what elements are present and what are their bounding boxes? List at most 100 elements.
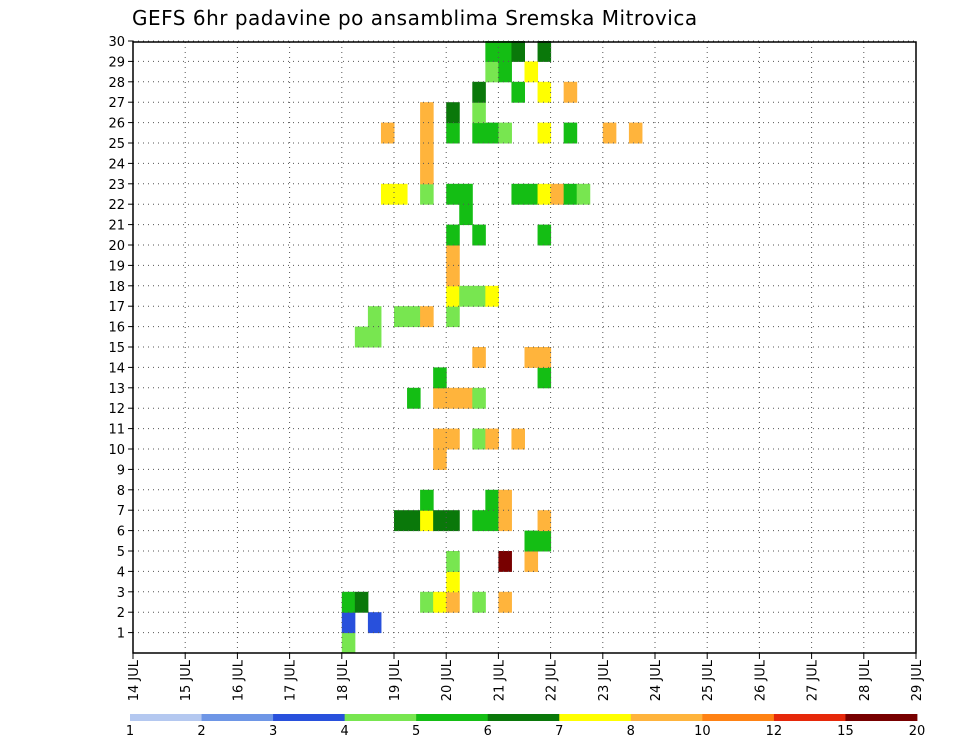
- heatmap-cell: [472, 387, 486, 409]
- heatmap-cell: [407, 306, 421, 328]
- x-tick-label: 20 JUL: [440, 659, 455, 701]
- heatmap-cell: [537, 367, 552, 389]
- colorbar-label: 5: [412, 724, 420, 739]
- heatmap-cell: [341, 632, 356, 654]
- heatmap-cell: [563, 81, 578, 103]
- heatmap-cell: [420, 122, 434, 144]
- y-tick-label: 7: [117, 504, 125, 519]
- heatmap-cell: [563, 122, 578, 144]
- x-tick-label: 23 JUL: [597, 659, 612, 701]
- heatmap-cell: [420, 183, 434, 205]
- heatmap-cell: [524, 61, 539, 83]
- colorbar-swatch: [773, 714, 846, 721]
- heatmap-cell: [485, 510, 499, 532]
- y-tick-label: 6: [117, 525, 125, 540]
- y-tick-label: 23: [108, 178, 125, 193]
- heatmap-cell: [472, 122, 486, 144]
- heatmap-cell: [498, 122, 512, 144]
- heatmap-cell: [407, 510, 421, 532]
- x-tick-label: 29 JUL: [910, 659, 925, 701]
- heatmap-cell: [472, 347, 486, 368]
- heatmap-cell: [420, 306, 434, 328]
- y-tick-label: 30: [108, 35, 125, 50]
- colorbar-label: 4: [340, 724, 348, 739]
- heatmap-cell: [459, 204, 473, 226]
- y-tick-label: 26: [108, 117, 125, 132]
- x-tick-label: 18 JUL: [336, 659, 351, 701]
- heatmap-cell: [485, 61, 499, 83]
- y-tick-label: 8: [117, 484, 125, 499]
- heatmap-cell: [563, 183, 578, 205]
- heatmap-cell: [380, 122, 395, 144]
- y-tick-label: 18: [108, 280, 125, 295]
- y-tick-label: 3: [117, 586, 125, 601]
- heatmap-cell: [420, 489, 434, 511]
- y-tick-label: 11: [108, 423, 125, 438]
- heatmap-cell: [485, 428, 499, 450]
- heatmap-cell: [446, 285, 460, 307]
- x-tick-label: 26 JUL: [753, 659, 768, 701]
- x-tick-label: 25 JUL: [701, 659, 716, 701]
- x-tick-label: 22 JUL: [545, 659, 560, 701]
- colorbar-swatch: [273, 714, 346, 721]
- x-tick-label: 28 JUL: [858, 659, 873, 701]
- x-tick-labels: 14 JUL 15 JUL 16 JUL 17 JUL 18 JUL 19 JUL 20 J…: [127, 653, 925, 701]
- colorbar-swatch: [559, 714, 632, 721]
- heatmap-cell: [433, 367, 447, 389]
- heatmap-cell: [498, 510, 512, 532]
- heatmap-cell: [472, 591, 486, 613]
- x-tick-label: 17 JUL: [284, 659, 299, 701]
- y-tick-label: 5: [117, 545, 125, 560]
- colorbar-label: 2: [197, 724, 205, 739]
- y-tick-label: 15: [108, 341, 125, 356]
- heatmap-cell: [537, 347, 552, 368]
- x-tick-label: 15 JUL: [179, 659, 194, 701]
- heatmap-cell: [433, 591, 447, 613]
- heatmap-cell: [537, 530, 552, 552]
- colorbar: 1 2 3 4 5 6 7 8 10 12 15 20: [126, 714, 925, 739]
- heatmap-cell: [446, 245, 460, 266]
- heatmap-cell: [420, 510, 434, 532]
- colorbar-swatch: [201, 714, 274, 721]
- heatmap-cell: [537, 81, 552, 103]
- heatmap-cell: [485, 285, 499, 307]
- heatmap-cell: [433, 449, 447, 470]
- y-tick-label: 16: [108, 321, 125, 336]
- y-tick-label: 27: [108, 96, 125, 111]
- colorbar-label: 20: [909, 724, 926, 739]
- heatmap-cell: [446, 551, 460, 572]
- heatmap-cell: [394, 183, 408, 205]
- colorbar-swatch: [344, 714, 417, 721]
- y-tick-label: 20: [108, 239, 125, 254]
- heatmap-cell: [446, 306, 460, 328]
- heatmap-cell: [511, 428, 525, 450]
- y-tick-labels: 1234567891011121314151617181920212223242…: [108, 35, 133, 642]
- heatmap-cell: [407, 387, 421, 409]
- colorbar-label: 12: [766, 724, 783, 739]
- heatmap-cell: [537, 41, 552, 62]
- heatmap-cell: [485, 41, 499, 62]
- heatmap-cell: [537, 510, 552, 532]
- heatmap-cell: [446, 591, 460, 613]
- heatmap-cell: [498, 41, 512, 62]
- heatmap-cell: [420, 102, 434, 124]
- colorbar-label: 1: [126, 724, 134, 739]
- heatmap-cell: [446, 122, 460, 144]
- heatmap-cell: [446, 510, 460, 532]
- colorbar-swatch: [630, 714, 703, 721]
- heatmap-cell: [446, 571, 460, 593]
- y-tick-label: 14: [108, 361, 125, 376]
- heatmap-cell: [420, 143, 434, 164]
- heatmap-cell: [446, 387, 460, 409]
- colorbar-swatch: [130, 714, 202, 721]
- y-tick-label: 25: [108, 137, 125, 152]
- heatmap-cell: [380, 183, 395, 205]
- heatmap-cell: [433, 510, 447, 532]
- heatmap-cell: [341, 591, 356, 613]
- heatmap-cell: [511, 183, 525, 205]
- heatmap-cell: [524, 347, 539, 368]
- heatmap-cell: [628, 122, 643, 144]
- heatmap-cell: [433, 428, 447, 450]
- colorbar-label: 6: [484, 724, 492, 739]
